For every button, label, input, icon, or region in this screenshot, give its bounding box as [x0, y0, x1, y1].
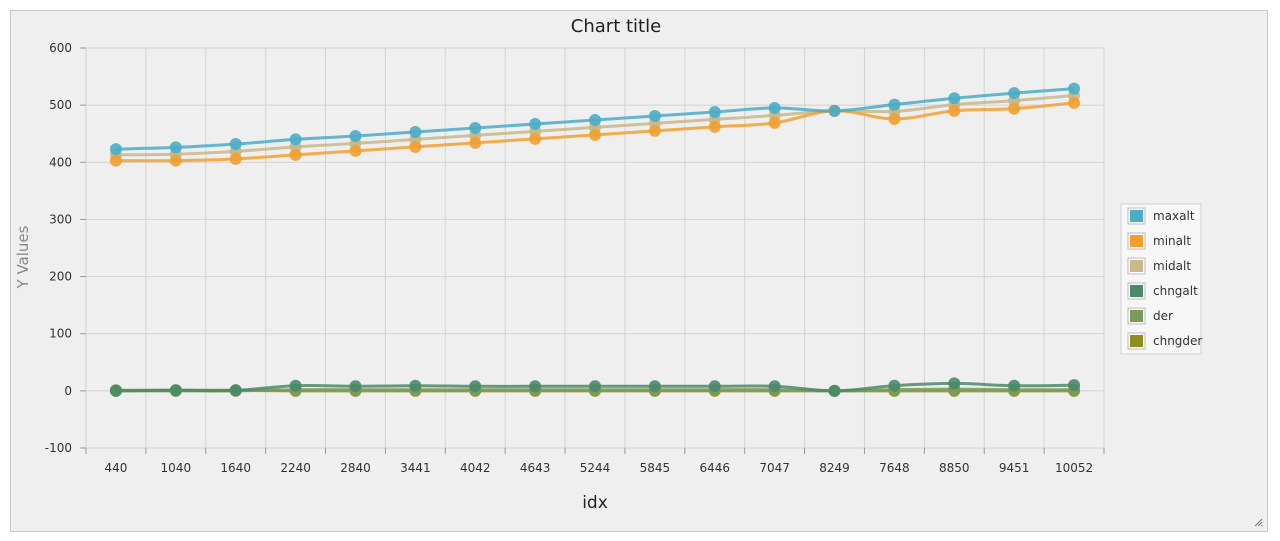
x-tick-label: 5845	[640, 461, 671, 475]
y-tick-label: 200	[49, 270, 72, 284]
data-point-maxalt[interactable]	[1008, 87, 1021, 100]
data-point-minalt[interactable]	[768, 116, 781, 129]
data-point-maxalt[interactable]	[1068, 82, 1081, 95]
y-axis-label: Y Values	[14, 225, 32, 289]
data-point-maxalt[interactable]	[109, 143, 122, 156]
x-tick-label: 6446	[699, 461, 730, 475]
x-tick-label: 4042	[460, 461, 491, 475]
x-tick-label: 8850	[939, 461, 970, 475]
data-point-chngalt[interactable]	[888, 379, 901, 392]
data-point-minalt[interactable]	[229, 152, 242, 165]
legend-swatch-chngalt	[1130, 285, 1143, 297]
data-point-chngalt[interactable]	[648, 380, 661, 393]
data-point-chngalt[interactable]	[289, 379, 302, 392]
x-tick-label: 9451	[999, 461, 1030, 475]
data-point-maxalt[interactable]	[169, 141, 182, 154]
y-tick-label: 400	[49, 155, 72, 169]
data-point-maxalt[interactable]	[948, 92, 961, 105]
data-point-minalt[interactable]	[529, 132, 542, 145]
legend-label-der[interactable]: der	[1153, 309, 1173, 323]
data-point-minalt[interactable]	[708, 120, 721, 133]
data-point-minalt[interactable]	[169, 154, 182, 167]
data-point-maxalt[interactable]	[229, 138, 242, 150]
y-tick-label: 600	[49, 41, 72, 55]
data-point-chngalt[interactable]	[1068, 379, 1081, 392]
legend-box	[1120, 203, 1202, 355]
legend-label-minalt[interactable]: minalt	[1153, 234, 1191, 248]
x-tick-label: 4643	[520, 461, 551, 475]
legend-label-midalt[interactable]: midalt	[1153, 259, 1191, 273]
series-chngalt	[109, 377, 1081, 397]
chart-title: Chart title	[571, 16, 661, 37]
axes: -100 0 100 200 300 400 500 600 440 1040 1640 2240 28…	[45, 41, 1105, 475]
x-tick-label: 2840	[340, 461, 371, 475]
x-tick-label: 8249	[819, 461, 850, 475]
legend-swatch-minalt	[1130, 235, 1143, 247]
data-point-maxalt[interactable]	[828, 104, 841, 117]
data-point-chngalt[interactable]	[768, 380, 781, 393]
data-point-maxalt[interactable]	[708, 106, 721, 118]
legend-swatch-chngder	[1130, 335, 1143, 347]
data-point-minalt[interactable]	[109, 154, 122, 167]
data-point-maxalt[interactable]	[888, 98, 901, 111]
data-point-chngalt[interactable]	[229, 384, 242, 397]
x-tick-label: 440	[104, 461, 127, 475]
x-tick-label: 5244	[580, 461, 611, 475]
data-point-minalt[interactable]	[888, 112, 901, 125]
legend-label-chngalt[interactable]: chngalt	[1153, 284, 1198, 298]
data-point-minalt[interactable]	[1008, 102, 1021, 115]
data-point-minalt[interactable]	[289, 148, 302, 161]
data-point-chngalt[interactable]	[1008, 379, 1021, 392]
data-point-maxalt[interactable]	[648, 110, 661, 122]
data-point-maxalt[interactable]	[469, 122, 482, 134]
data-point-minalt[interactable]	[409, 140, 422, 153]
legend-swatch-maxalt	[1130, 210, 1143, 222]
series-layer	[109, 82, 1081, 397]
legend-label-chngder[interactable]: chngder	[1153, 334, 1202, 348]
x-tick-label: 1040	[161, 461, 192, 475]
data-point-minalt[interactable]	[1068, 96, 1081, 109]
chart-widget: -100 0 100 200 300 400 500 600 440 1040 1640 2240 28…	[10, 10, 1268, 532]
line-chart: -100 0 100 200 300 400 500 600 440 1040 1640 2240 28…	[14, 16, 1202, 513]
data-point-chngalt[interactable]	[409, 379, 422, 392]
data-point-maxalt[interactable]	[409, 126, 422, 138]
legend: maxalt minalt midalt chngalt der chngder	[1120, 203, 1202, 355]
data-point-minalt[interactable]	[349, 144, 362, 157]
data-point-minalt[interactable]	[469, 136, 482, 149]
y-tick-label: 300	[49, 212, 72, 226]
data-point-chngalt[interactable]	[589, 380, 601, 393]
data-point-chngalt[interactable]	[529, 380, 542, 393]
data-point-chngalt[interactable]	[109, 384, 122, 397]
data-point-maxalt[interactable]	[529, 118, 542, 130]
data-point-chngalt[interactable]	[828, 384, 841, 397]
y-tick-label: 500	[49, 98, 72, 112]
y-tick-label: -100	[45, 441, 72, 455]
data-point-maxalt[interactable]	[768, 102, 781, 114]
data-point-maxalt[interactable]	[589, 114, 601, 126]
legend-swatch-der	[1130, 310, 1143, 322]
y-tick-label: 0	[64, 384, 72, 398]
x-tick-label: 7047	[759, 461, 790, 475]
legend-label-maxalt[interactable]: maxalt	[1153, 209, 1195, 223]
x-tick-label: 10052	[1055, 461, 1093, 475]
data-point-minalt[interactable]	[589, 128, 601, 141]
data-point-chngalt[interactable]	[708, 380, 721, 393]
x-tick-label: 1640	[220, 461, 251, 475]
x-tick-label: 2240	[280, 461, 311, 475]
data-point-chngalt[interactable]	[349, 380, 362, 393]
data-point-maxalt[interactable]	[349, 130, 362, 142]
x-axis-label: idx	[582, 493, 608, 513]
x-tick-label: 7648	[879, 461, 910, 475]
legend-swatch-midalt	[1130, 260, 1143, 272]
series-maxalt	[109, 82, 1081, 156]
y-tick-label: 100	[49, 327, 72, 341]
data-point-minalt[interactable]	[948, 104, 961, 117]
x-tick-label: 3441	[400, 461, 431, 475]
resize-handle-icon[interactable]	[1253, 517, 1263, 527]
data-point-chngalt[interactable]	[469, 380, 482, 393]
data-point-minalt[interactable]	[648, 124, 661, 137]
data-point-chngalt[interactable]	[948, 377, 961, 390]
data-point-maxalt[interactable]	[289, 133, 302, 146]
data-point-chngalt[interactable]	[169, 384, 182, 397]
